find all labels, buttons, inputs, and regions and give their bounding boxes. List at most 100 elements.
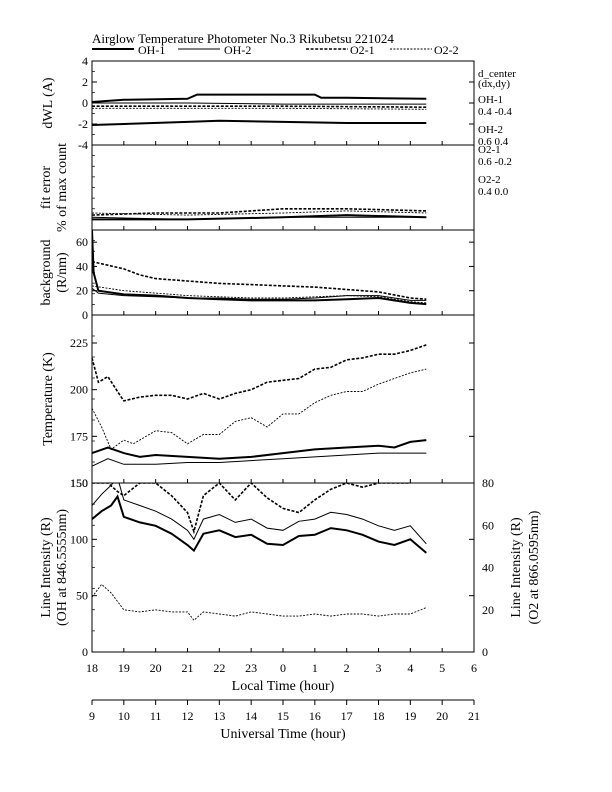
y-right-tick-label: 80 <box>482 476 494 490</box>
panel-bg: 0 20 40 60 background (R/nm) <box>39 229 475 322</box>
y-axis-label: fit error <box>39 166 54 209</box>
series-line-oh-2 <box>92 452 427 467</box>
y-tick-label: 20 <box>76 284 88 298</box>
y-right-tick-label: 0 <box>482 645 488 659</box>
y-right-tick-label: 20 <box>482 603 494 617</box>
d-center-name-oh-1: OH-1 <box>478 94 503 106</box>
y-axis-label: dWL (A) <box>41 77 56 129</box>
panel-temp: 150 175 200 225 Temperature (K) <box>41 314 475 490</box>
d-center-name-o2-1: O2-1 <box>478 144 501 156</box>
d-center-header: d_center <box>478 68 516 80</box>
x-local-tick-label: 1 <box>312 661 318 675</box>
y-tick-label: 0 <box>82 645 88 659</box>
d-center-name-o2-2: O2-2 <box>478 174 501 186</box>
x-ut-tick-label: 20 <box>436 709 448 723</box>
x-local-axis-label: Local Time (hour) <box>232 679 335 694</box>
series-line-oh-1-lower <box>92 119 427 126</box>
x-local-tick-label: 3 <box>376 661 382 675</box>
y-tick-label: 150 <box>70 476 88 490</box>
panel-fit: fit error% of max count <box>39 143 475 232</box>
x-local-tick-label: 5 <box>439 661 445 675</box>
series-line-oh-1 <box>92 93 427 103</box>
legend-label-o2-1: O2-1 <box>350 43 375 57</box>
d-center-header: (dx,dy) <box>478 78 510 90</box>
series-line-oh-1 <box>92 494 427 554</box>
x-local-tick-label: 22 <box>213 661 225 675</box>
x-local-tick-label: 0 <box>280 661 286 675</box>
x-local-tick-label: 20 <box>150 661 162 675</box>
legend: OH-1 OH-2 O2-1 O2-2 <box>92 43 459 57</box>
d-center-name-oh-2: OH-2 <box>478 124 503 136</box>
y-tick-label: 100 <box>70 532 88 546</box>
series-line-o2-2 <box>92 107 427 110</box>
y-right-axis-label: Line Intensity (R) <box>509 517 524 618</box>
series-line-oh-2 <box>92 287 427 301</box>
y-axis-label: Temperature (K) <box>41 352 56 446</box>
x-local-tick-label: 18 <box>86 661 98 675</box>
panel-frame <box>91 229 475 316</box>
y-tick-label: 175 <box>70 429 88 443</box>
y-axis-label: Line Intensity (R) <box>39 517 54 618</box>
series-line-oh-2 <box>92 216 427 220</box>
y-tick-label: 4 <box>82 54 88 68</box>
series-line-o2-1 <box>92 105 427 108</box>
x-local-tick-label: 2 <box>344 661 350 675</box>
y-tick-label: 50 <box>76 589 88 603</box>
panels: -4 -2 0 2 4 dWL (A) fit error% of max count 0 20… <box>39 54 542 659</box>
d-center-value-oh-1: 0.4 -0.4 <box>478 106 512 118</box>
panel-frame <box>91 314 475 484</box>
legend-label-oh-2: OH-2 <box>224 43 251 57</box>
y-tick-label: 200 <box>70 383 88 397</box>
y-tick-label: 2 <box>82 75 88 89</box>
series-line-o2-1 <box>92 208 427 216</box>
chart-title: Airglow Temperature Photometer No.3 Riku… <box>92 31 394 46</box>
d-center-value-o2-1: 0.6 -0.2 <box>478 156 512 168</box>
y-tick-label: 0 <box>82 96 88 110</box>
x-ut-tick-label: 11 <box>150 709 162 723</box>
x-ut-tick-label: 13 <box>213 709 225 723</box>
x-ut-tick-label: 17 <box>341 709 353 723</box>
x-ut-tick-label: 12 <box>182 709 194 723</box>
panel-dwl: -4 -2 0 2 4 dWL (A) <box>41 54 475 152</box>
x-ut-tick-label: 16 <box>309 709 321 723</box>
series-line-o2-2 <box>92 368 427 451</box>
series-line-oh-2 <box>92 483 427 545</box>
legend-label-oh-1: OH-1 <box>138 43 165 57</box>
y-tick-label: 150 <box>70 476 88 490</box>
y-right-axis-label-sub: (O2 at 866.0595nm) <box>527 510 542 624</box>
x-ut-axis-label: Universal Time (hour) <box>220 727 346 742</box>
series-line-o2-1 <box>92 344 427 402</box>
x-ut-tick-label: 9 <box>89 709 95 723</box>
x-local-tick-label: 21 <box>182 661 194 675</box>
y-tick-label: -2 <box>78 117 88 131</box>
y-tick-label: 225 <box>70 336 88 350</box>
y-tick-label: 0 <box>82 308 88 322</box>
series-line-o2-1 <box>92 260 427 300</box>
y-tick-label: 40 <box>76 259 88 273</box>
y-axis-label: background <box>39 239 54 305</box>
y-right-tick-label: 60 <box>482 518 494 532</box>
y-right-tick-label: 40 <box>482 561 494 575</box>
x-ut-tick-label: 19 <box>404 709 416 723</box>
y-tick-label: -4 <box>78 138 88 152</box>
series-line-oh-1 <box>92 230 427 306</box>
y-axis-label-sub: (OH at 846.5555nm) <box>55 509 70 626</box>
x-ut-tick-label: 18 <box>373 709 385 723</box>
x-ut-tick-label: 15 <box>277 709 289 723</box>
series-line-o2-2 <box>92 210 427 216</box>
d-center-value-o2-2: 0.4 0.0 <box>478 186 509 198</box>
series-line-o2-1 <box>92 483 411 535</box>
x-ut-tick-label: 10 <box>118 709 130 723</box>
series-line-o2-2 <box>92 285 427 304</box>
y-axis-label-sub: (R/nm) <box>55 252 70 293</box>
series-line-o2-2 <box>92 583 427 621</box>
legend-label-o2-2: O2-2 <box>434 43 459 57</box>
series-line-oh-2 <box>92 102 427 105</box>
x-ut-tick-label: 14 <box>245 709 257 723</box>
x-local-tick-label: 23 <box>245 661 257 675</box>
y-axis-label-sub: % of max count <box>55 143 70 232</box>
x-local-tick-label: 4 <box>407 661 413 675</box>
